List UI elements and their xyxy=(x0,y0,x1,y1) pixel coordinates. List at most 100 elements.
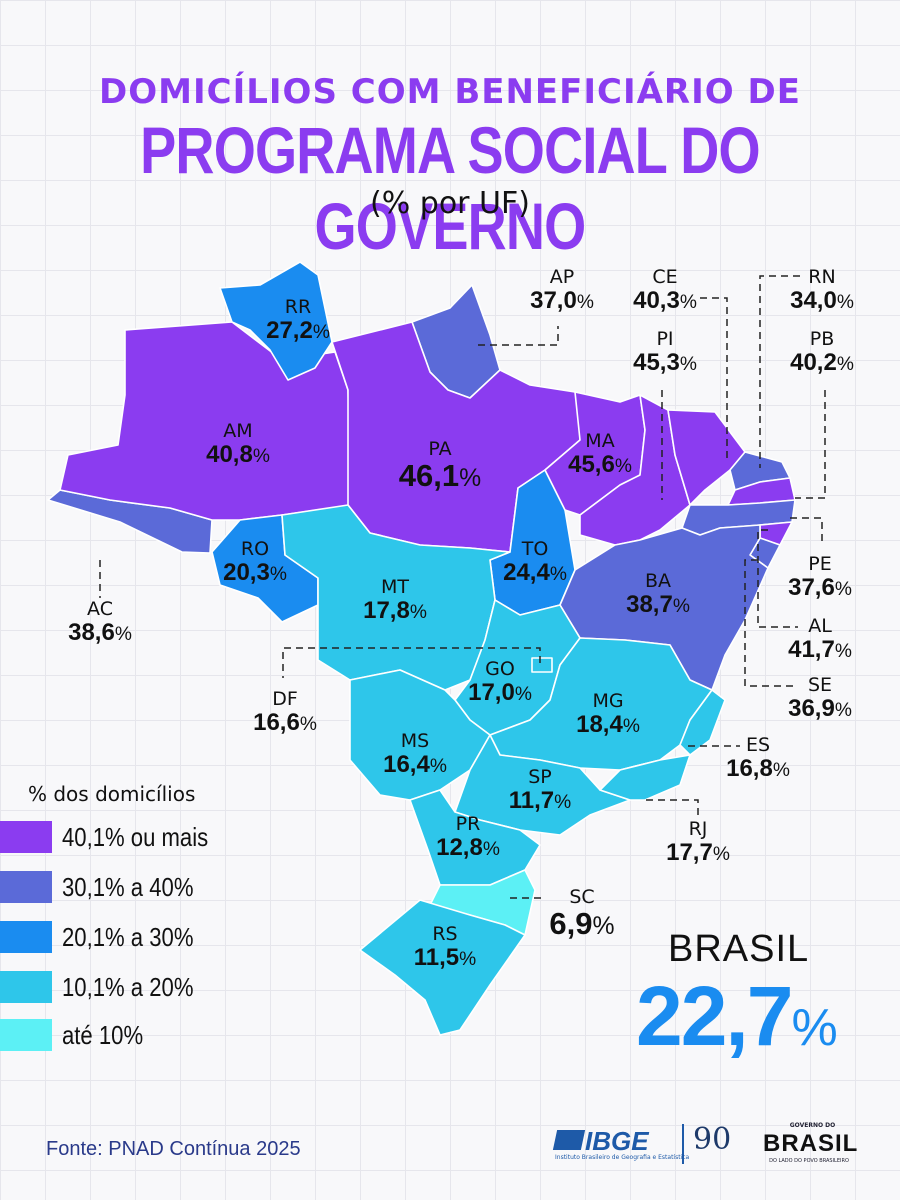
label-BA-pct: % xyxy=(672,595,690,617)
state-DF xyxy=(531,657,553,673)
label-TO: TO 24,4% xyxy=(495,538,575,585)
label-PR-value: 12,8 xyxy=(436,833,483,861)
label-PI-pct: % xyxy=(679,353,697,375)
legend-swatch xyxy=(0,971,52,1003)
label-MS: MS 16,4% xyxy=(375,731,455,778)
leader-PB xyxy=(795,390,826,499)
label-RS: RS 11,5% xyxy=(405,924,485,971)
leader-CE xyxy=(700,297,728,460)
legend-item-up-to-10: até 10% xyxy=(0,1018,157,1052)
legend-label: até 10% xyxy=(62,1019,144,1050)
label-PB-pct: % xyxy=(836,353,854,375)
label-GO: GO 17,0% xyxy=(460,658,540,706)
label-AP: AP 37,0% xyxy=(522,266,602,314)
subtitle: (% por UF) xyxy=(370,186,530,221)
leader-SE xyxy=(744,559,798,687)
label-RJ-uf: RJ xyxy=(688,818,708,840)
label-MS-value: 16,4 xyxy=(383,750,430,778)
logos: IBGE Instituto Brasileiro de Geografia e… xyxy=(552,1122,859,1172)
legend-item-20-30: 20,1% a 30% xyxy=(0,920,217,954)
label-RR-uf: RR xyxy=(284,296,312,318)
legend-item-30-40: 30,1% a 40% xyxy=(0,870,217,904)
legend-swatch xyxy=(0,871,52,903)
label-MA-value: 45,6 xyxy=(568,450,615,478)
label-AP-pct: % xyxy=(576,291,594,313)
gov-logo-name: BRASIL xyxy=(763,1130,859,1157)
label-RN-uf: RN xyxy=(808,266,836,288)
label-PR-pct: % xyxy=(482,838,500,860)
label-MT-value: 17,8 xyxy=(363,596,410,624)
label-PB: PB 40,2% xyxy=(782,328,862,376)
title-line-2: PROGRAMA SOCIAL DO GOVERNO xyxy=(140,113,760,263)
legend-swatch xyxy=(0,921,52,953)
label-GO-value: 17,0 xyxy=(468,678,515,706)
state-RR xyxy=(219,261,333,381)
leader-RJ xyxy=(646,799,699,820)
label-RS-value: 11,5 xyxy=(413,943,460,971)
label-RO: RO 20,3% xyxy=(215,539,295,586)
label-DF-value: 16,6 xyxy=(253,708,300,736)
label-MA: MA 45,6% xyxy=(555,430,645,478)
label-BA: BA 38,7% xyxy=(618,570,698,617)
label-BA-uf: BA xyxy=(644,570,672,592)
label-CE-pct: % xyxy=(679,291,697,313)
legend-label: 10,1% a 20% xyxy=(62,971,194,1002)
label-CE: CE 40,3% xyxy=(625,267,705,313)
label-ES-pct: % xyxy=(772,759,790,781)
label-GO-pct: % xyxy=(514,683,532,705)
label-PE-uf: PE xyxy=(808,553,832,575)
label-MA-uf: MA xyxy=(585,430,615,452)
label-MG-value: 18,4 xyxy=(576,710,623,738)
label-AC: AC 38,6% xyxy=(60,599,140,645)
legend-label: 20,1% a 30% xyxy=(62,921,194,952)
anniversary-90-logo: 90 xyxy=(693,1122,732,1157)
label-SP-value: 11,7 xyxy=(508,786,555,814)
label-PA-pct: % xyxy=(459,464,482,492)
label-PB-uf: PB xyxy=(809,328,835,350)
legend-swatch xyxy=(0,821,52,853)
label-DF-pct: % xyxy=(299,713,317,735)
leader-PE xyxy=(790,517,823,545)
label-TO-uf: TO xyxy=(521,538,549,560)
label-AM-pct: % xyxy=(252,445,270,467)
label-AP-uf: AP xyxy=(549,266,575,288)
label-RJ-pct: % xyxy=(712,843,730,865)
ibge-subtitle: Instituto Brasileiro de Geografia e Esta… xyxy=(555,1154,690,1161)
legend-item-40-plus: 40,1% ou mais xyxy=(0,820,234,854)
label-AP-value: 37,0 xyxy=(530,286,577,314)
label-SP-pct: % xyxy=(554,791,572,813)
label-SE-uf: SE xyxy=(807,674,833,696)
label-PA-value: 46,1 xyxy=(398,457,460,493)
leader-AP xyxy=(478,326,559,346)
label-MT: MT 17,8% xyxy=(355,576,435,624)
label-SP-uf: SP xyxy=(528,766,552,788)
label-PE: PE 37,6% xyxy=(780,553,860,600)
label-AM-value: 40,8 xyxy=(206,440,253,468)
label-AL: AL 41,7% xyxy=(780,616,860,662)
label-GO-uf: GO xyxy=(485,658,515,680)
label-PI: PI 45,3% xyxy=(625,329,705,375)
label-PR: PR 12,8% xyxy=(428,813,508,861)
label-PE-pct: % xyxy=(834,578,852,600)
label-ES-value: 16,8 xyxy=(726,754,773,782)
label-SC: SC 6,9% xyxy=(532,887,632,941)
label-SC-value: 6,9 xyxy=(549,905,593,941)
source-note: Fonte: PNAD Contínua 2025 xyxy=(46,1138,301,1160)
brasil-pct: % xyxy=(791,999,838,1057)
legend-item-10-20: 10,1% a 20% xyxy=(0,970,217,1004)
title-line-1: DOMICÍLIOS COM BENEFICIÁRIO DE xyxy=(99,72,801,112)
label-PB-value: 40,2 xyxy=(790,348,837,376)
label-MA-pct: % xyxy=(614,455,632,477)
label-MT-uf: MT xyxy=(381,576,409,598)
label-PR-uf: PR xyxy=(455,813,481,835)
label-SC-pct: % xyxy=(592,912,615,940)
label-AM: AM 40,8% xyxy=(188,421,288,468)
brasil-label: BRASIL xyxy=(668,928,810,970)
label-RO-value: 20,3 xyxy=(223,558,270,586)
leader-lines xyxy=(99,275,826,899)
label-RR: RR 27,2% xyxy=(258,296,338,343)
label-TO-pct: % xyxy=(549,563,567,585)
label-RR-pct: % xyxy=(312,321,330,343)
label-DF-uf: DF xyxy=(272,688,298,710)
